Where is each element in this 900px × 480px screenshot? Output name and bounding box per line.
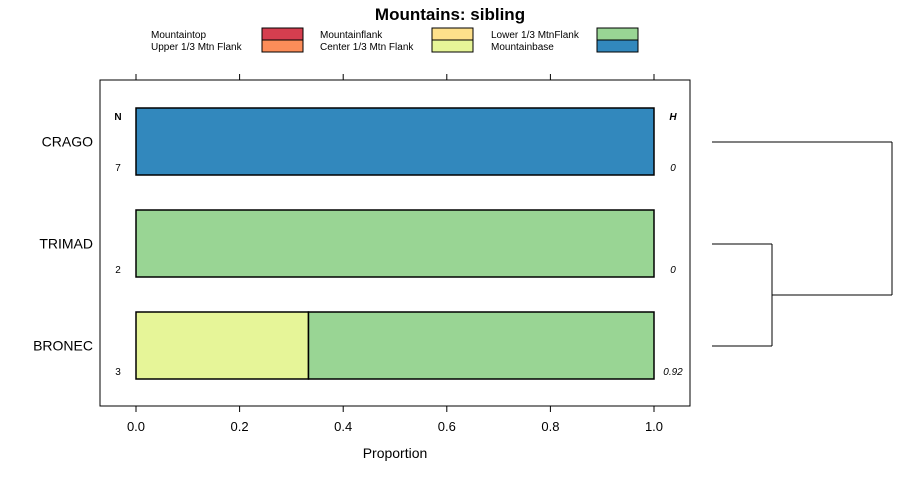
bar-segment — [307, 311, 655, 380]
category-label: TRIMAD — [39, 236, 93, 252]
bar-segment — [135, 107, 655, 176]
bar-segment — [135, 311, 310, 380]
x-tick-label: 0.0 — [127, 419, 145, 434]
x-axis-label: Proportion — [363, 445, 428, 461]
legend-swatch — [596, 27, 639, 41]
chart-title: Mountains: sibling — [375, 5, 525, 24]
n-value: 7 — [115, 163, 121, 174]
x-tick-label: 0.2 — [231, 419, 249, 434]
legend-swatch — [431, 39, 474, 53]
h-header: H — [669, 112, 677, 123]
plot-frame — [99, 79, 691, 407]
legend-label: Lower 1/3 MtnFlank — [491, 30, 580, 41]
n-value: 3 — [115, 367, 121, 378]
bars — [135, 107, 655, 380]
bar-segment — [135, 209, 655, 278]
category-label: CRAGO — [42, 134, 93, 150]
legend-label: Upper 1/3 Mtn Flank — [151, 42, 243, 53]
axes: 0.0 0.2 0.4 0.6 0.8 1.0 — [127, 74, 663, 434]
h-value: 0 — [670, 265, 676, 276]
legend-swatch — [596, 39, 639, 53]
h-value: 0 — [670, 163, 676, 174]
n-header: N — [114, 112, 121, 123]
legend-label: Center 1/3 Mtn Flank — [320, 42, 414, 53]
x-tick-label: 0.6 — [438, 419, 456, 434]
legend-label: Mountainbase — [491, 42, 554, 53]
labels: N H CRAGO 7 0 TRIMAD 2 0 BRONEC 3 0.92 — [33, 112, 683, 378]
category-label: BRONEC — [33, 338, 93, 354]
n-value: 2 — [115, 265, 121, 276]
legend-label: Mountaintop — [151, 30, 206, 41]
x-tick-label: 0.8 — [541, 419, 559, 434]
dendrogram — [712, 141, 893, 347]
legend-swatch — [261, 27, 304, 41]
h-value: 0.92 — [663, 367, 683, 378]
legend-swatch — [431, 27, 474, 41]
legend-swatch — [261, 39, 304, 53]
x-tick-label: 0.4 — [334, 419, 352, 434]
x-tick-label: 1.0 — [645, 419, 663, 434]
legend-label: Mountainflank — [320, 30, 383, 41]
